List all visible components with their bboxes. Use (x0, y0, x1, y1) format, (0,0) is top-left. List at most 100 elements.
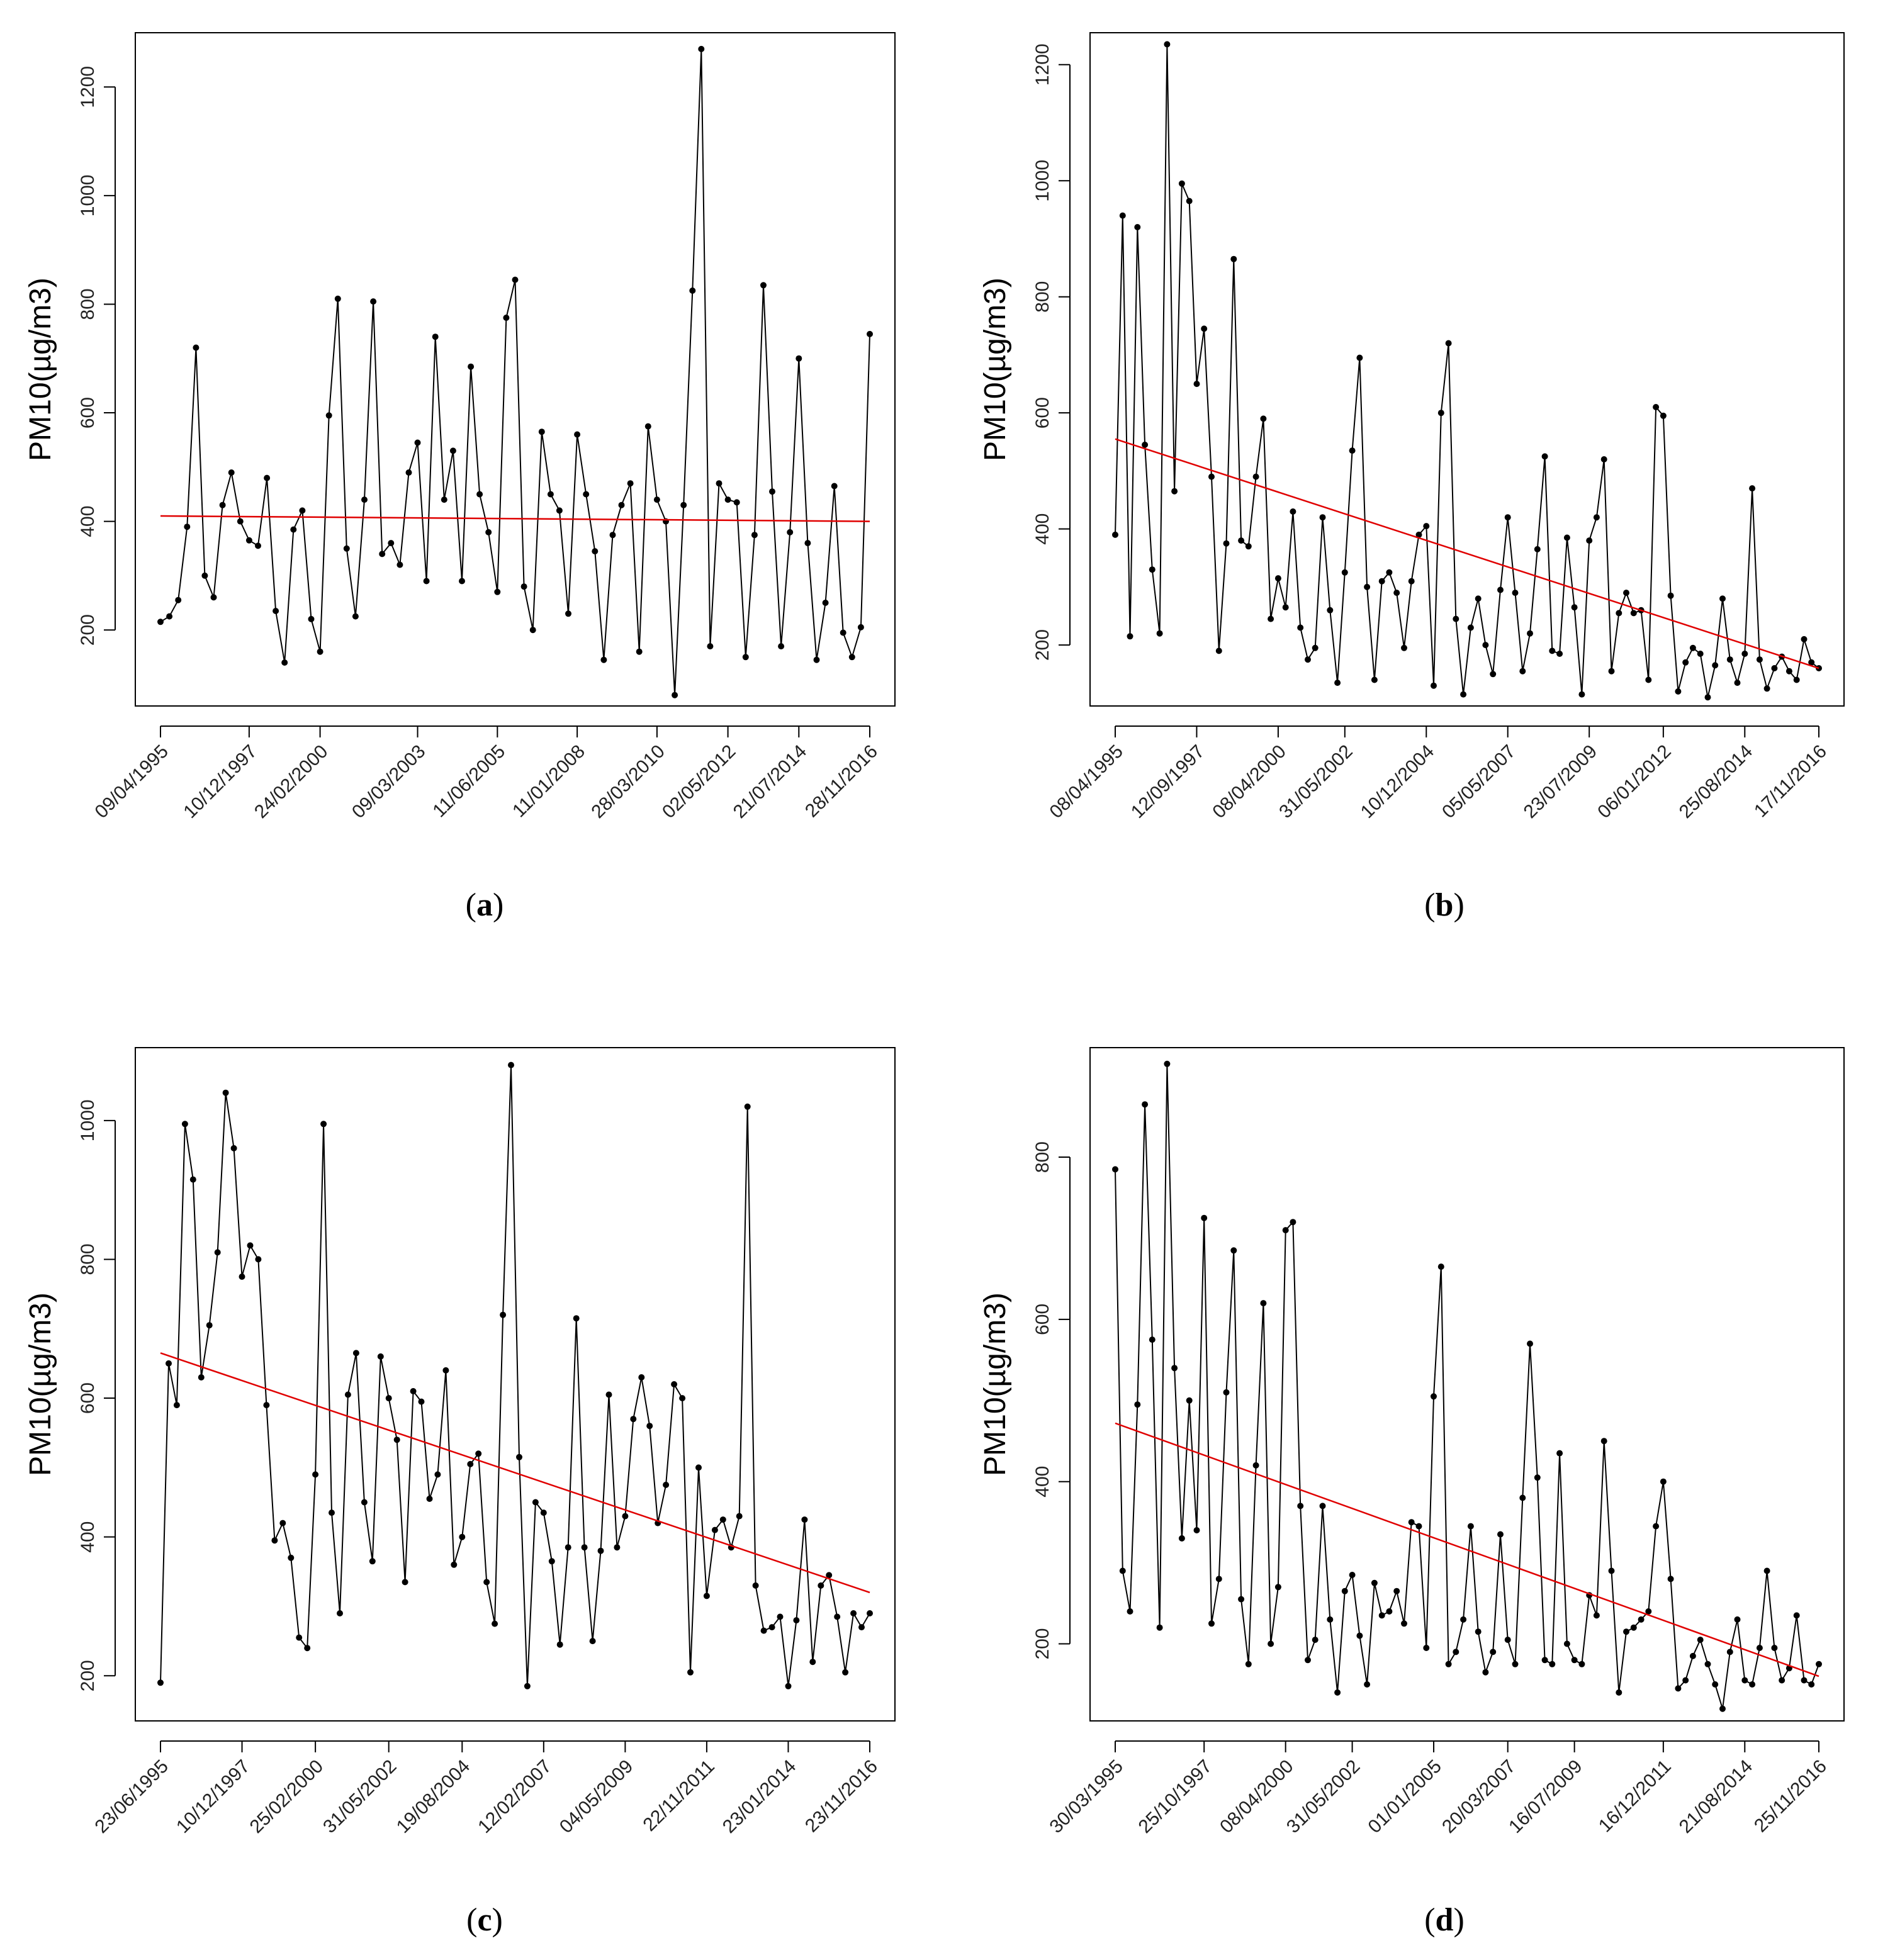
data-point (752, 1582, 759, 1589)
data-point (1386, 569, 1393, 576)
data-point (459, 578, 465, 585)
data-point (449, 447, 456, 454)
data-point (1645, 1608, 1652, 1615)
data-point (1475, 1628, 1482, 1635)
data-point (1756, 1645, 1763, 1651)
data-point (565, 610, 571, 617)
data-point (1549, 1660, 1556, 1667)
data-point (1697, 1637, 1704, 1644)
data-point (850, 1610, 857, 1616)
data-point (778, 643, 785, 650)
data-point (1793, 1612, 1800, 1619)
data-point (1327, 607, 1334, 613)
x-tick-label: 21/08/2014 (1675, 1756, 1757, 1838)
data-point (1245, 1660, 1252, 1667)
y-tick-label: 200 (77, 614, 98, 646)
data-point (184, 524, 191, 530)
y-tick-label: 1000 (1032, 160, 1053, 202)
x-tick-label: 09/03/2003 (348, 741, 430, 823)
data-point (1660, 412, 1667, 419)
data-point (475, 1450, 482, 1457)
data-point (263, 1402, 270, 1409)
data-point (441, 496, 447, 503)
data-point (744, 1103, 751, 1110)
data-point (1763, 685, 1770, 692)
data-point (1541, 453, 1548, 460)
data-point (1193, 1527, 1200, 1533)
data-point (1208, 473, 1215, 480)
y-tick-label: 200 (1032, 1628, 1053, 1659)
data-point (733, 499, 740, 506)
data-point (1215, 1576, 1222, 1582)
data-point (581, 1544, 588, 1551)
data-point (834, 1613, 841, 1620)
data-point (288, 1554, 295, 1561)
data-point (583, 491, 590, 498)
data-point (1164, 41, 1171, 48)
y-tick-label: 1200 (1032, 43, 1053, 86)
caption-open-paren: ( (1424, 887, 1435, 923)
data-point (1260, 415, 1267, 422)
data-point (1356, 1632, 1363, 1639)
x-tick-label: 25/08/2014 (1675, 741, 1757, 823)
data-point (343, 545, 350, 552)
x-tick-label: 17/11/2016 (1750, 741, 1831, 822)
data-point (1734, 1616, 1741, 1623)
data-point (1490, 1649, 1497, 1655)
data-point (157, 1679, 164, 1686)
data-point (1719, 595, 1726, 602)
data-point (337, 1610, 343, 1616)
data-point (592, 548, 599, 555)
data-point (1630, 1624, 1637, 1631)
x-tick-label: 25/11/2016 (1750, 1756, 1831, 1837)
data-point (858, 1624, 865, 1631)
data-point (264, 474, 271, 481)
data-point (1252, 473, 1259, 480)
y-axis-title: PM10(µg/m3) (979, 1292, 1012, 1476)
data-point (809, 1659, 816, 1666)
data-point (468, 363, 475, 370)
x-tick-label: 24/02/2000 (250, 741, 332, 823)
x-tick-label: 09/04/1995 (91, 741, 172, 823)
data-point (1527, 1340, 1533, 1347)
data-point (405, 469, 412, 476)
data-point (1704, 694, 1711, 701)
data-point (1356, 354, 1363, 361)
data-point (1408, 578, 1415, 585)
data-point (1334, 680, 1341, 686)
data-point (1341, 1588, 1348, 1594)
data-point (1408, 1519, 1415, 1526)
data-point (1282, 604, 1289, 611)
data-point (1712, 1681, 1719, 1688)
data-point (1364, 583, 1371, 590)
trend-line (1115, 438, 1819, 669)
data-point (1623, 590, 1629, 596)
data-point (304, 1645, 311, 1652)
chart-panel-b: 200 400 600 800 1000 1200 PM10(µg/m3) 08/04/199… (979, 32, 1845, 923)
data-point (1445, 1660, 1452, 1667)
data-point (1334, 1689, 1341, 1696)
data-point (476, 491, 483, 498)
data-point (671, 1381, 678, 1387)
data-point (1290, 1219, 1296, 1226)
data-point (689, 287, 696, 294)
x-tick-label: 12/09/1997 (1127, 741, 1209, 823)
x-tick-label: 10/12/1997 (179, 741, 261, 823)
data-point (1274, 1584, 1281, 1591)
data-point (1808, 1681, 1815, 1688)
data-point (1134, 224, 1141, 230)
data-point (1549, 647, 1556, 654)
pm10-series-line (1115, 1063, 1819, 1709)
data-point (230, 1145, 237, 1151)
data-point (1497, 586, 1504, 593)
x-tick-label: 28/11/2016 (801, 741, 882, 822)
plot-frame (1089, 1047, 1845, 1722)
data-point (173, 1402, 180, 1409)
data-point (434, 1471, 441, 1478)
data-point (1808, 659, 1815, 666)
data-point (1112, 1166, 1118, 1173)
data-point (840, 629, 846, 636)
data-point (867, 1610, 873, 1616)
data-point (1260, 1300, 1267, 1307)
data-point (1305, 656, 1311, 663)
